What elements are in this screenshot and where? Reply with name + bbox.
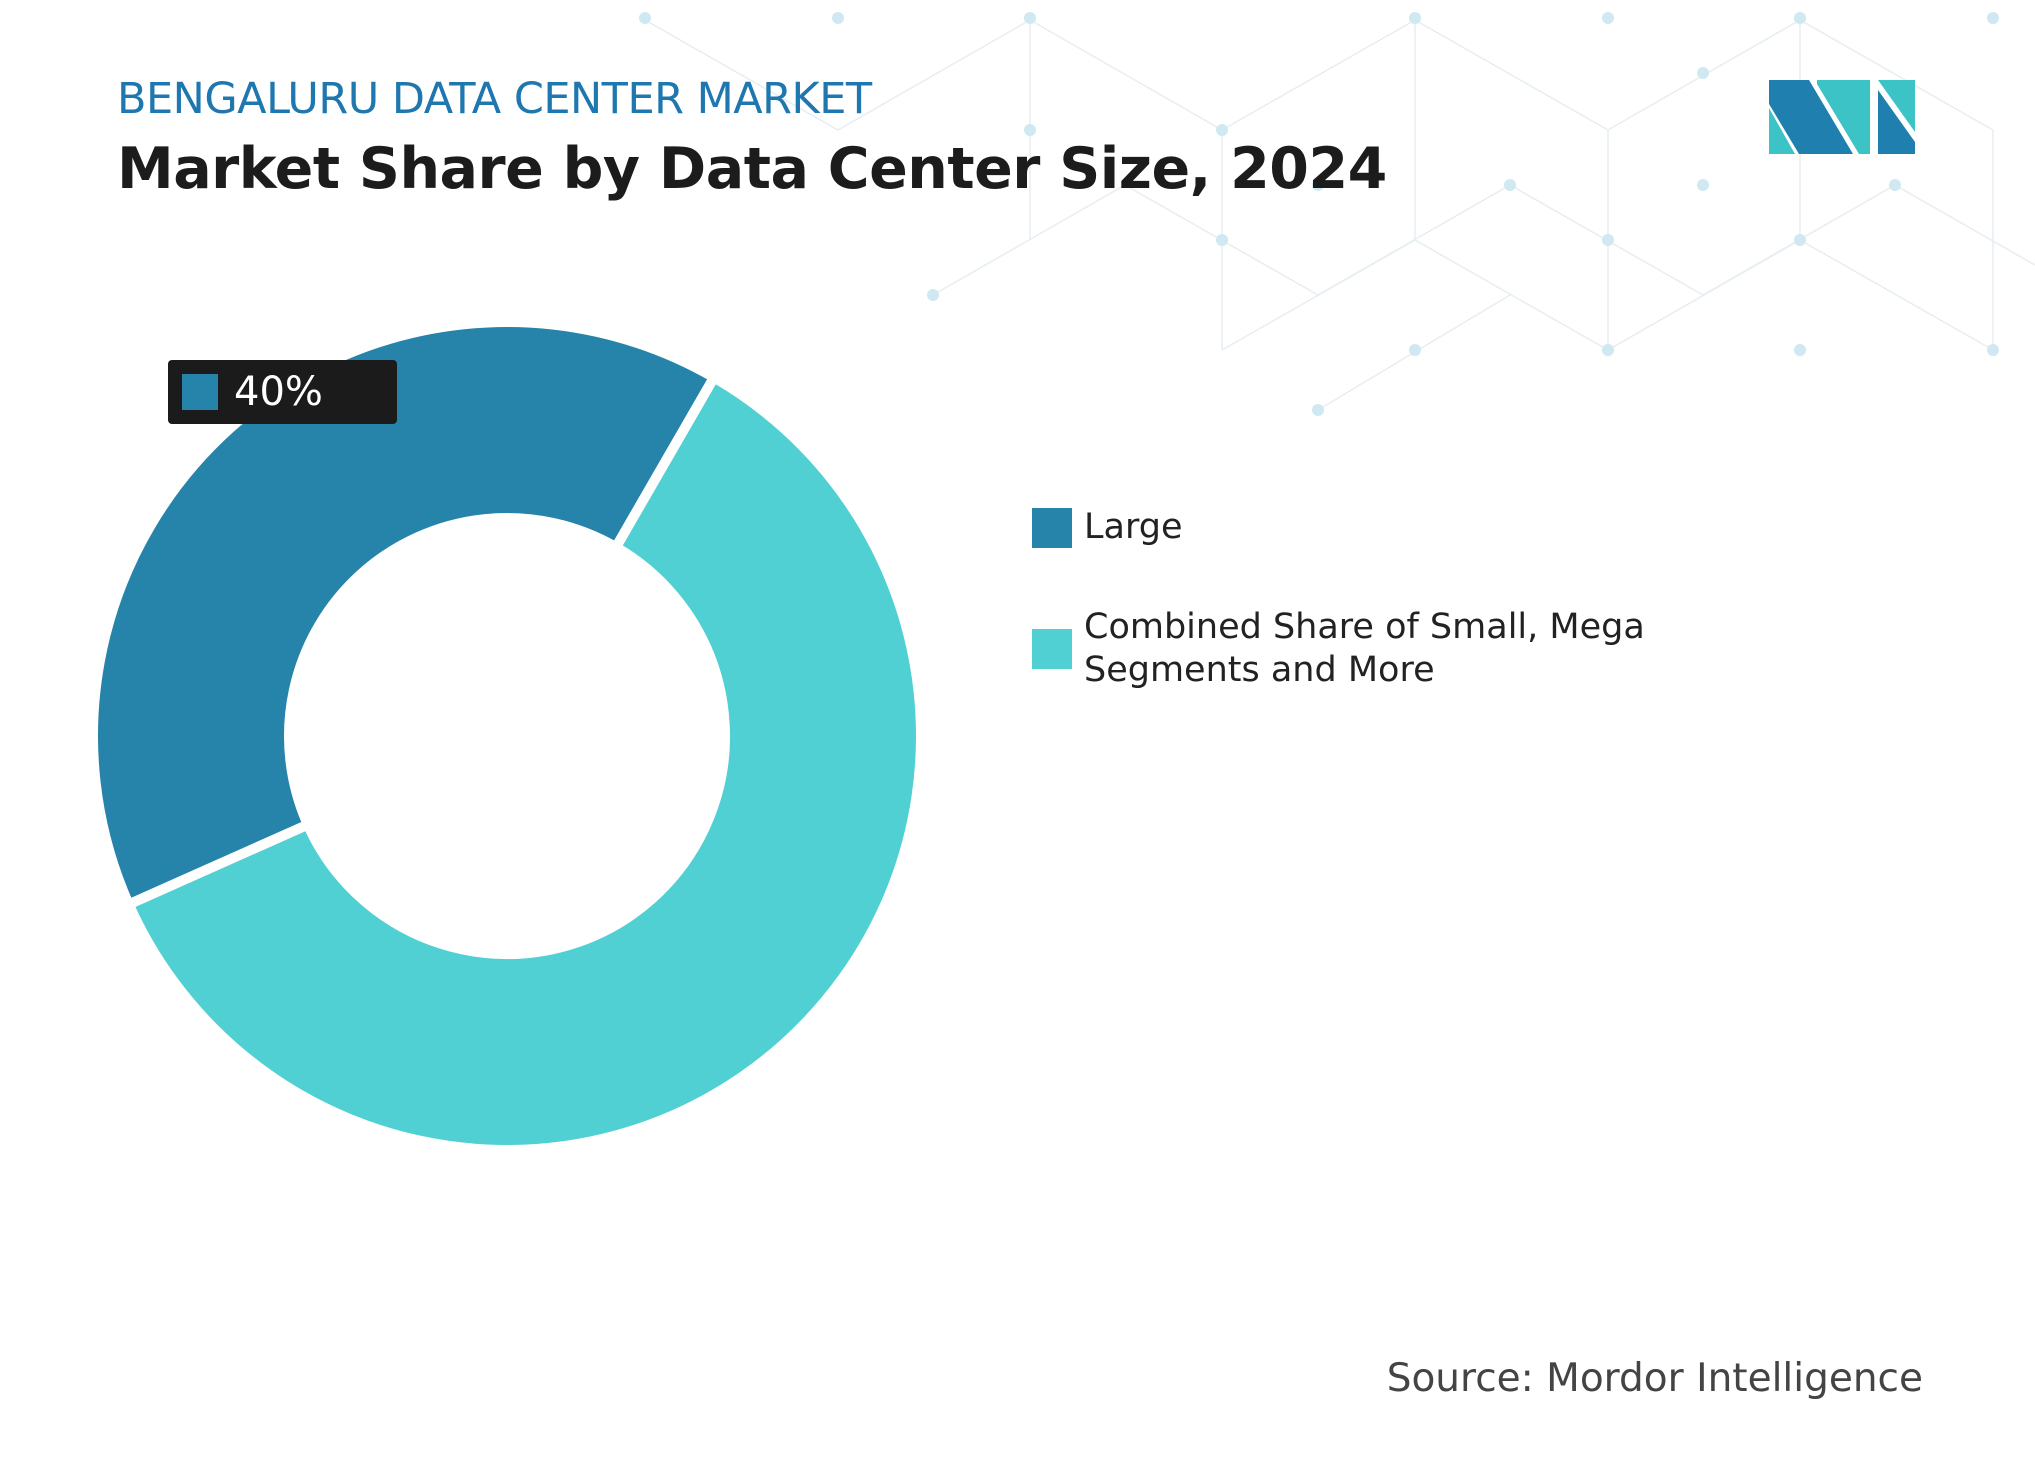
- data-label-text: 40%: [234, 369, 323, 415]
- donut-slice-0: [88, 317, 721, 911]
- chart-subtitle: BENGALURU DATA CENTER MARKET: [117, 74, 872, 124]
- data-label-large: 40%: [168, 360, 397, 424]
- legend-label: Combined Share of Small, Mega Segments a…: [1084, 607, 1645, 690]
- chart-title: Market Share by Data Center Size, 2024: [117, 136, 1387, 202]
- legend-swatch-other: [1032, 629, 1072, 669]
- legend-item-other: Combined Share of Small, Mega Segments a…: [1032, 606, 1684, 692]
- donut-chart: [88, 317, 926, 1155]
- mordor-logo: [1769, 80, 1915, 154]
- donut-slice-1: [122, 370, 926, 1155]
- source-note: Source: Mordor Intelligence: [1386, 1356, 1923, 1401]
- legend-label: Large: [1084, 507, 1183, 547]
- label-swatch: [182, 374, 218, 410]
- background-pattern: [639, 12, 2035, 416]
- legend-swatch-large: [1032, 507, 1072, 548]
- legend-item-large: Large: [1032, 506, 1182, 549]
